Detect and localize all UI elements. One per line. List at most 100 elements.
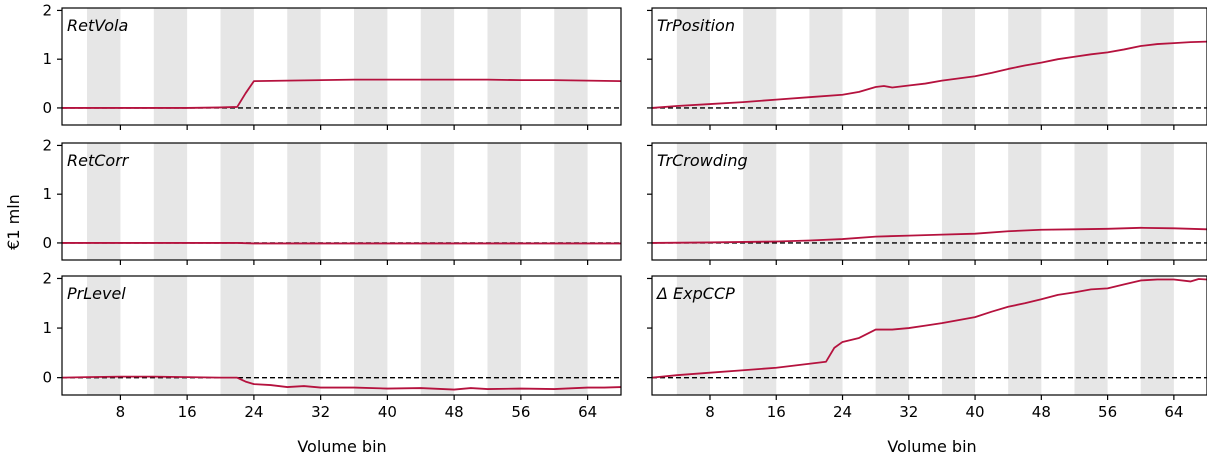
shaded-bin <box>287 276 321 395</box>
shaded-bin <box>87 8 121 125</box>
shaded-bin <box>1008 276 1042 395</box>
axes-frame <box>61 7 622 126</box>
axes-frame <box>651 7 1207 126</box>
shaded-bin <box>1140 8 1174 125</box>
shaded-bin <box>420 8 455 125</box>
plot-area <box>62 8 621 125</box>
x-tick-label: 16 <box>767 403 786 421</box>
series-line <box>652 226 1207 244</box>
shaded-bin <box>809 276 843 395</box>
shaded-bin <box>743 276 777 395</box>
shaded-bin <box>487 8 521 125</box>
panel-title: RetVola <box>67 16 128 35</box>
y-tick-label: 1 <box>42 50 52 68</box>
y-tick-label: 0 <box>42 99 52 117</box>
panel-title: Δ ExpCCP <box>655 284 735 303</box>
shaded-bin <box>875 143 909 260</box>
shaded-bin <box>676 143 710 260</box>
x-tick-label: 8 <box>116 403 126 421</box>
x-tick-label: 56 <box>1098 403 1117 421</box>
series-line <box>652 40 1207 109</box>
x-tick-label: 48 <box>445 403 464 421</box>
shaded-bin <box>743 143 777 260</box>
shaded-bin <box>354 276 388 395</box>
shaded-bin <box>1008 143 1042 260</box>
panel-expccp: 8 16 24 32 40 48 56 64 Δ ExpCCP <box>647 275 1207 421</box>
shaded-bin <box>941 276 976 395</box>
y-tick-label: 0 <box>42 369 52 387</box>
shaded-bin <box>153 8 188 125</box>
shaded-bin <box>1008 8 1042 125</box>
shaded-bin <box>941 8 976 125</box>
shaded-bin <box>420 143 455 260</box>
shaded-bin <box>1074 276 1108 395</box>
y-tick-label: 2 <box>42 136 52 154</box>
shaded-bin <box>554 8 588 125</box>
axes-frame <box>651 142 1207 261</box>
shaded-bin <box>554 143 588 260</box>
shaded-bin <box>420 276 455 395</box>
plot-area <box>652 8 1207 125</box>
y-tick-label: 2 <box>42 269 52 287</box>
plot-area <box>652 276 1207 395</box>
shaded-bin <box>1074 143 1108 260</box>
shaded-bin <box>220 143 254 260</box>
x-axis-label-left: Volume bin <box>297 437 386 456</box>
shaded-bin <box>487 276 521 395</box>
shaded-bin <box>809 8 843 125</box>
x-tick-label: 48 <box>1032 403 1051 421</box>
y-tick-label: 2 <box>42 1 52 19</box>
shaded-bin <box>287 8 321 125</box>
panels: 0 1 2 RetVola TrPosition 0 1 2 RetCorr TrCrowding… <box>42 1 1207 421</box>
x-tick-label: 32 <box>311 403 330 421</box>
shaded-bin <box>87 143 121 260</box>
series-line <box>62 375 621 391</box>
axes-frame <box>61 275 622 396</box>
shaded-bin <box>941 143 976 260</box>
x-tick-label: 64 <box>1164 403 1183 421</box>
panel-title: PrLevel <box>67 284 126 303</box>
panel-trposition: TrPosition <box>647 7 1207 130</box>
panel-title: RetCorr <box>67 151 130 170</box>
shaded-bin <box>1140 276 1174 395</box>
shaded-bin <box>875 276 909 395</box>
shaded-bin <box>354 8 388 125</box>
panel-title: TrPosition <box>657 16 735 35</box>
panel-retcorr: 0 1 2 RetCorr <box>42 136 622 265</box>
panel-title: TrCrowding <box>657 151 748 170</box>
axes-frame <box>651 275 1207 396</box>
x-tick-label: 24 <box>244 403 263 421</box>
shaded-bin <box>354 143 388 260</box>
x-tick-label: 56 <box>511 403 530 421</box>
shaded-bin <box>87 276 121 395</box>
x-tick-label: 32 <box>899 403 918 421</box>
x-tick-label: 64 <box>578 403 597 421</box>
shaded-bin <box>875 8 909 125</box>
x-tick-label: 40 <box>966 403 985 421</box>
x-tick-label: 16 <box>178 403 197 421</box>
y-tick-label: 1 <box>42 185 52 203</box>
panel-trcrowding: TrCrowding <box>647 142 1207 265</box>
plot-area <box>62 143 621 260</box>
shaded-bin <box>287 143 321 260</box>
y-axis-label: €1 mln <box>4 194 23 250</box>
axes-frame <box>61 142 622 261</box>
plot-area <box>62 276 621 395</box>
x-axis-label-right: Volume bin <box>887 437 976 456</box>
shaded-bin <box>743 8 777 125</box>
plot-area <box>652 143 1207 260</box>
shaded-bin <box>220 276 254 395</box>
y-tick-label: 0 <box>42 234 52 252</box>
shaded-bin <box>554 276 588 395</box>
panel-retvola: 0 1 2 RetVola <box>42 1 622 130</box>
shaded-bin <box>1140 143 1174 260</box>
series-line <box>652 278 1207 379</box>
shaded-bin <box>153 276 188 395</box>
panel-prlevel: 0 1 2 8 16 24 32 40 48 56 64 PrLevel <box>42 269 622 421</box>
x-tick-label: 40 <box>378 403 397 421</box>
x-tick-label: 8 <box>705 403 715 421</box>
x-tick-label: 24 <box>833 403 852 421</box>
shaded-bin <box>1074 8 1108 125</box>
shaded-bin <box>487 143 521 260</box>
